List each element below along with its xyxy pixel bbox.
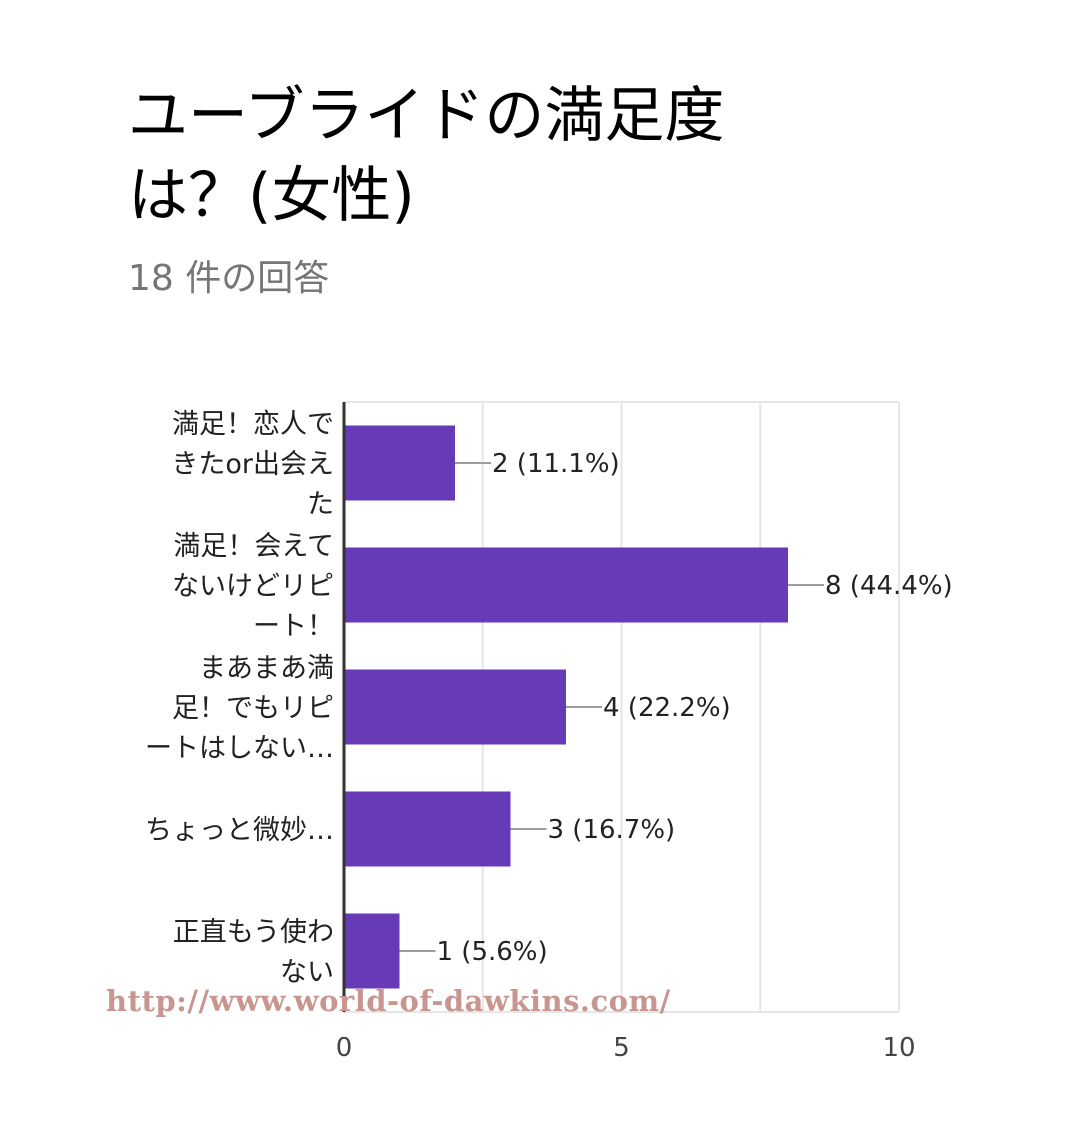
- bar-4: [344, 913, 400, 989]
- category-label-line: 正直もう使わ: [173, 917, 334, 948]
- category-label-line: ないけどリピ: [172, 571, 334, 602]
- value-label-4: 1 (5.6%): [437, 937, 548, 967]
- category-label-line: た: [307, 489, 334, 520]
- bar-0: [344, 425, 455, 501]
- response-count: 18 件の回答: [128, 258, 330, 299]
- category-label-line: まあまあ満: [199, 653, 334, 684]
- value-label-1: 8 (44.4%): [825, 571, 953, 601]
- category-label-1: 満足！会えてないけどリピート！: [172, 531, 334, 642]
- category-label-line: 満足！恋人で: [172, 409, 334, 440]
- category-label-2: まあまあ満足！でもリピートはしない…: [145, 653, 334, 764]
- category-label-line: きたor出会え: [171, 449, 334, 480]
- value-label-3: 3 (16.7%): [548, 815, 676, 845]
- bar-2: [344, 669, 566, 745]
- category-label-line: ートはしない…: [145, 733, 334, 764]
- category-label-4: 正直もう使わない: [173, 917, 334, 988]
- category-label-line: ート！: [253, 611, 334, 642]
- value-label-2: 4 (22.2%): [603, 693, 731, 723]
- x-tick-label-0: 0: [336, 1033, 353, 1063]
- watermark: http://www.world-of-dawkins.com/: [106, 984, 671, 1018]
- category-label-line: ちょっと微妙…: [145, 815, 334, 846]
- category-label-3: ちょっと微妙…: [145, 815, 334, 846]
- chart-title: ユーブライドの満足度 は？(女性): [128, 81, 725, 231]
- category-label-line: 満足！会えて: [173, 531, 334, 562]
- x-tick-label-1: 5: [613, 1033, 630, 1063]
- bar-3: [344, 791, 511, 867]
- value-label-0: 2 (11.1%): [492, 449, 620, 479]
- x-tick-label-2: 10: [882, 1033, 915, 1063]
- category-label-line: ない: [280, 957, 334, 988]
- bar-1: [344, 547, 788, 623]
- category-label-line: 足！でもリピ: [172, 693, 334, 724]
- category-label-0: 満足！恋人できたor出会えた: [171, 409, 334, 520]
